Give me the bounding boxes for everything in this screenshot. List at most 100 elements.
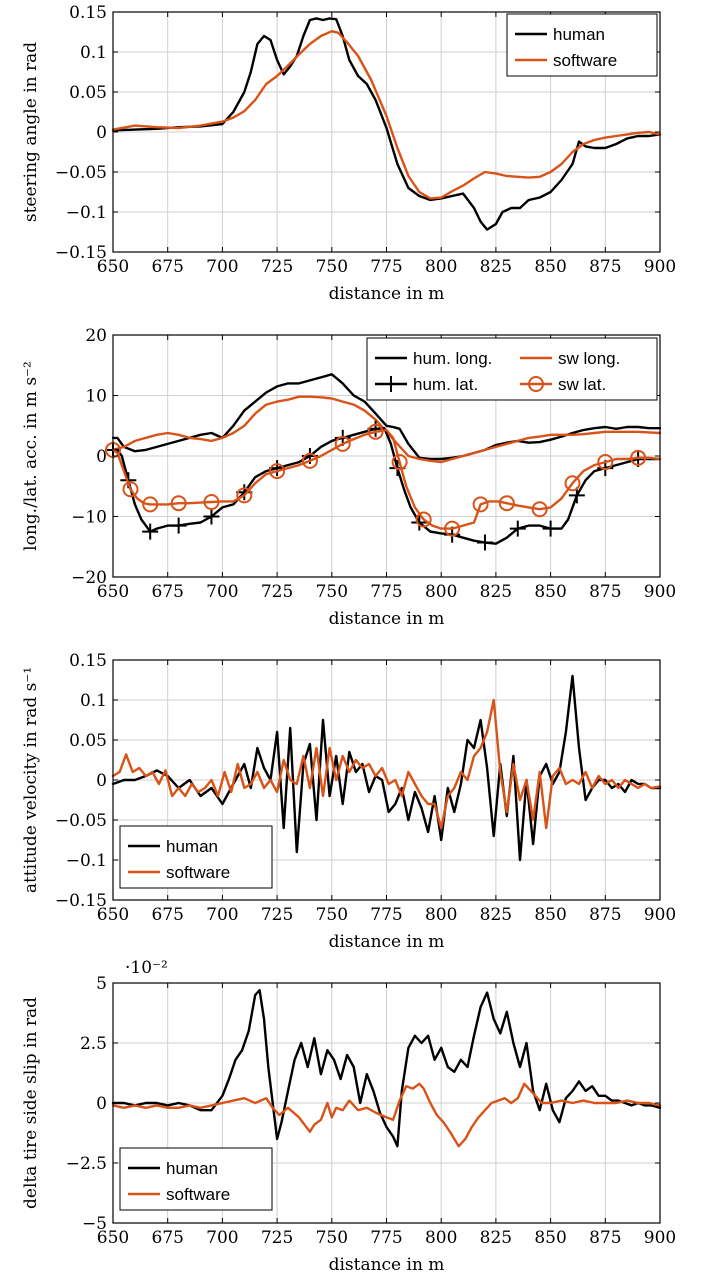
data-point-marker xyxy=(498,495,515,512)
y-axis-label: long./lat. acc. in m s⁻² xyxy=(21,361,41,551)
series-line-human xyxy=(111,674,662,862)
x-tick-label: 850 xyxy=(534,1228,566,1248)
legend-box xyxy=(119,825,273,889)
x-tick-label: 700 xyxy=(206,905,238,925)
chart-panel-1: 650 675 700 725 750 775 800 825 850 875 900 −0.15 −0… xyxy=(21,3,676,304)
y-tick-label: 0 xyxy=(96,447,107,467)
legend-marker xyxy=(528,376,544,392)
chart-panel-2: 650 675 700 725 750 775 800 825 850 875 900 −20 −10 0… xyxy=(21,326,676,629)
legend: human software xyxy=(119,1147,273,1211)
legend-label: software xyxy=(166,863,230,882)
data-point-marker xyxy=(391,454,408,471)
x-tick-label: 725 xyxy=(261,257,293,277)
x-axis-label: distance in m xyxy=(329,1255,445,1275)
data-point-marker xyxy=(236,487,253,504)
x-tick-label: 825 xyxy=(480,1228,512,1248)
data-point-marker xyxy=(301,452,318,469)
data-point-marker xyxy=(542,520,559,537)
legend-label: software xyxy=(553,51,617,70)
series-line-software xyxy=(111,1082,662,1148)
y-axis-label: delta tire side slip in rad xyxy=(21,997,41,1209)
x-tick-label: 850 xyxy=(534,582,566,602)
data-point-marker xyxy=(334,435,351,452)
x-tick-label: 675 xyxy=(151,257,183,277)
y-tick-label: 0.15 xyxy=(69,651,107,671)
legend: human software xyxy=(506,13,658,77)
x-tick-label: 775 xyxy=(370,1228,402,1248)
legend-box xyxy=(119,1147,273,1211)
data-point-marker xyxy=(367,423,384,440)
y-tick-label: −0.1 xyxy=(66,851,107,871)
legend-label: human xyxy=(553,25,605,44)
y-tick-label: 5 xyxy=(96,974,107,994)
data-point-marker xyxy=(122,481,139,498)
y-tick-label: 0.1 xyxy=(80,691,107,711)
x-tick-label: 900 xyxy=(644,905,676,925)
x-tick-label: 800 xyxy=(425,905,457,925)
series-line-software xyxy=(111,30,662,200)
x-tick-label: 875 xyxy=(589,582,621,602)
legend-label: sw long. xyxy=(558,349,620,368)
x-tick-label: 825 xyxy=(480,905,512,925)
y-tick-label: 0.05 xyxy=(69,731,107,751)
x-axis-label: distance in m xyxy=(329,932,445,952)
x-tick-label: 650 xyxy=(97,257,129,277)
x-tick-label: 875 xyxy=(589,257,621,277)
x-tick-label: 700 xyxy=(206,1228,238,1248)
x-tick-label: 900 xyxy=(644,582,676,602)
data-point-marker xyxy=(411,514,428,531)
legend: hum. long. sw long. hum. lat. sw lat. xyxy=(366,337,658,401)
x-tick-label: 875 xyxy=(589,1228,621,1248)
legend-box xyxy=(366,337,658,401)
y-tick-label: −0.05 xyxy=(55,163,107,183)
series-line-sw-lat- xyxy=(111,428,662,530)
data-point-marker xyxy=(203,493,220,510)
y-tick-label: 0 xyxy=(96,771,107,791)
x-tick-label: 700 xyxy=(206,257,238,277)
data-point-marker xyxy=(269,463,286,480)
x-tick-label: 825 xyxy=(480,257,512,277)
legend-box xyxy=(506,13,658,77)
y-tick-label: 10 xyxy=(85,387,107,407)
y-tick-label: 0 xyxy=(96,1094,107,1114)
y-tick-label: −0.05 xyxy=(55,811,107,831)
y-tick-label: −0.15 xyxy=(55,243,107,263)
legend-label: sw lat. xyxy=(558,375,606,394)
x-tick-label: 900 xyxy=(644,257,676,277)
x-tick-label: 800 xyxy=(425,582,457,602)
series-line-human xyxy=(111,989,662,1148)
series-line-software xyxy=(111,698,662,830)
x-tick-label: 850 xyxy=(534,905,566,925)
data-point-marker xyxy=(630,449,647,466)
legend-label: human xyxy=(166,837,218,856)
y-tick-label: 0.05 xyxy=(69,83,107,103)
x-tick-label: 725 xyxy=(261,1228,293,1248)
x-tick-label: 675 xyxy=(151,905,183,925)
y-axis-label: attitude velocity in rad s⁻¹ xyxy=(21,667,41,893)
x-tick-label: 750 xyxy=(316,905,348,925)
x-tick-label: 775 xyxy=(370,582,402,602)
y-tick-label: −20 xyxy=(71,568,107,588)
y-tick-label: 20 xyxy=(85,326,107,346)
data-point-marker xyxy=(203,508,220,525)
legend-label: hum. long. xyxy=(413,349,492,368)
x-tick-label: 675 xyxy=(151,582,183,602)
data-point-marker xyxy=(415,511,432,528)
x-tick-label: 650 xyxy=(97,905,129,925)
x-tick-label: 750 xyxy=(316,257,348,277)
y-tick-label: 2.5 xyxy=(80,1034,107,1054)
data-point-marker xyxy=(444,520,461,537)
x-tick-label: 900 xyxy=(644,1228,676,1248)
x-axis-label: distance in m xyxy=(329,284,445,304)
legend-label: human xyxy=(166,1159,218,1178)
x-tick-label: 725 xyxy=(261,905,293,925)
y-axis-label: steering angle in rad xyxy=(21,42,41,222)
data-point-marker xyxy=(142,496,159,513)
data-point-marker xyxy=(170,495,187,512)
legend: human software xyxy=(119,825,273,889)
x-tick-label: 800 xyxy=(425,257,457,277)
x-tick-label: 650 xyxy=(97,1228,129,1248)
x-tick-label: 800 xyxy=(425,1228,457,1248)
